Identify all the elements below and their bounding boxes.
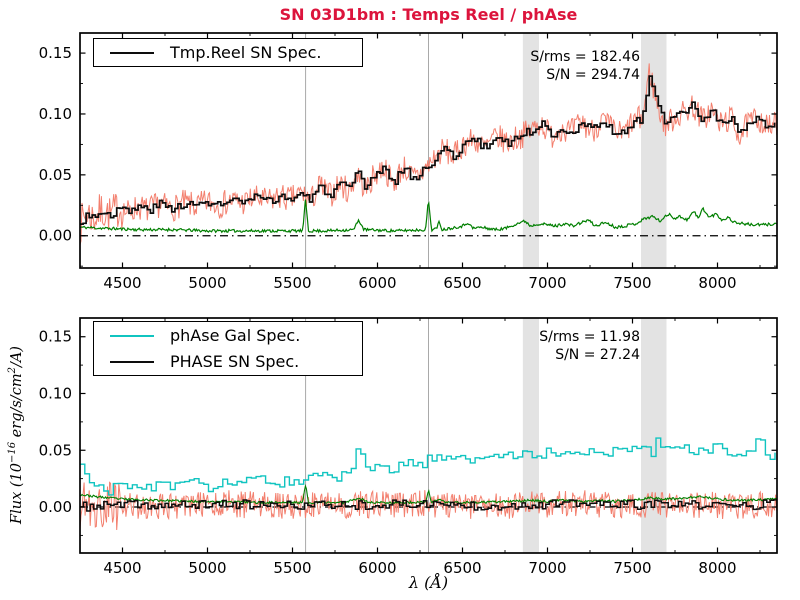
svg-text:8000: 8000 (698, 559, 736, 577)
srms-value-bottom: S/rms = 11.98 (539, 329, 640, 345)
svg-text:0.15: 0.15 (39, 328, 72, 346)
svg-text:0.10: 0.10 (39, 105, 72, 123)
svg-text:6500: 6500 (443, 559, 481, 577)
svg-text:5000: 5000 (188, 274, 226, 292)
svg-text:5500: 5500 (273, 559, 311, 577)
svg-text:6000: 6000 (358, 274, 396, 292)
svg-text:0.15: 0.15 (39, 44, 72, 62)
tmpreel-line-swatch-icon (110, 51, 154, 54)
ylabel-pre: Flux (10 (8, 463, 25, 524)
ylabel-mid: erg/s/cm (8, 373, 25, 442)
legend-bottom: phAse Gal Spec. PHASE SN Spec. (93, 321, 363, 376)
svg-text:0.00: 0.00 (39, 498, 72, 516)
ylabel-exponent: −16 (7, 441, 18, 464)
y-axis-label: Flux (10−16 erg/s/cm2/A) (7, 320, 29, 550)
svg-text:0.05: 0.05 (39, 166, 72, 184)
svg-text:7500: 7500 (613, 274, 651, 292)
svg-text:7500: 7500 (613, 559, 651, 577)
svg-text:0.10: 0.10 (39, 384, 72, 402)
legend-item-phase-gal: phAse Gal Spec. (94, 323, 362, 349)
svg-text:5000: 5000 (188, 559, 226, 577)
svg-text:0.00: 0.00 (39, 227, 72, 245)
srms-value-top: S/rms = 182.46 (530, 49, 640, 65)
svg-text:0.05: 0.05 (39, 441, 72, 459)
legend-item-phase-sn: PHASE SN Spec. (94, 349, 362, 375)
svg-text:7000: 7000 (528, 274, 566, 292)
legend-label-phase-sn: PHASE SN Spec. (170, 352, 300, 371)
sn-value-top: S/N = 294.74 (546, 66, 640, 83)
phase-sn-line-swatch-icon (110, 360, 154, 363)
ylabel-exponent2: 2 (7, 367, 18, 374)
x-axis-label: λ (Å) (408, 573, 449, 592)
legend-label-phase-gal: phAse Gal Spec. (170, 326, 301, 345)
legend-label-tmpreel: Tmp.Reel SN Spec. (170, 43, 322, 62)
legend-top: Tmp.Reel SN Spec. (93, 38, 363, 67)
sn-value-bottom: S/N = 27.24 (555, 346, 640, 363)
phase-gal-line-swatch-icon (110, 334, 154, 337)
svg-text:4500: 4500 (103, 559, 141, 577)
svg-text:5500: 5500 (273, 274, 311, 292)
svg-text:6000: 6000 (358, 559, 396, 577)
svg-text:4500: 4500 (103, 274, 141, 292)
svg-text:6500: 6500 (443, 274, 481, 292)
svg-text:8000: 8000 (698, 274, 736, 292)
legend-item-tmpreel: Tmp.Reel SN Spec. (94, 40, 362, 66)
svg-text:7000: 7000 (528, 559, 566, 577)
stats-annotation-bottom: S/rms = 11.98 S/N = 27.24 (410, 329, 640, 364)
stats-annotation-top: S/rms = 182.46 S/N = 294.74 (410, 49, 640, 84)
ylabel-post: /A) (8, 346, 25, 368)
figure-title: SN 03D1bm : Temps Reel / phAse (279, 5, 578, 24)
